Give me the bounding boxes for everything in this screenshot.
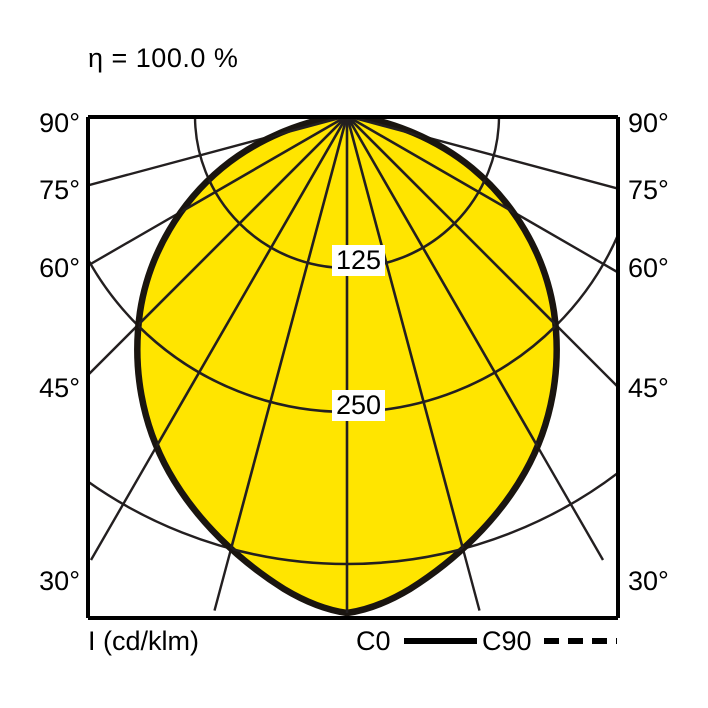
axis-right-tick-60: 60° — [628, 253, 669, 283]
axis-left-tick-90: 90° — [39, 108, 80, 138]
axis-right-tick-30: 30° — [628, 566, 669, 596]
axis-left-tick-60: 60° — [39, 253, 80, 283]
axis-right-tick-75: 75° — [628, 175, 669, 205]
axis-left-tick-75: 75° — [39, 175, 80, 205]
legend-label-c0: C0 — [356, 626, 391, 656]
plot-frame — [86, 115, 620, 620]
efficiency-label: η = 100.0 % — [88, 43, 239, 73]
legend-label-c90: C90 — [482, 626, 532, 656]
ring-value-label-250: 250 — [332, 390, 386, 422]
axis-right-tick-90: 90° — [628, 108, 669, 138]
axis-right-tick-45: 45° — [628, 373, 669, 403]
axis-left-tick-30: 30° — [39, 566, 80, 596]
unit-label: I (cd/klm) — [88, 626, 199, 656]
ring-value-label-125: 125 — [332, 245, 386, 277]
axis-left-tick-45: 45° — [39, 373, 80, 403]
